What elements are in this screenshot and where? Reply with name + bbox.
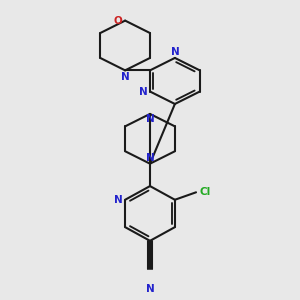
Text: N: N: [114, 195, 122, 205]
Text: N: N: [146, 114, 154, 124]
Text: O: O: [114, 16, 122, 26]
Text: N: N: [146, 153, 154, 163]
Text: N: N: [170, 47, 179, 57]
Text: N: N: [146, 284, 154, 294]
Text: Cl: Cl: [199, 187, 210, 197]
Text: N: N: [139, 86, 147, 97]
Text: N: N: [121, 72, 130, 82]
